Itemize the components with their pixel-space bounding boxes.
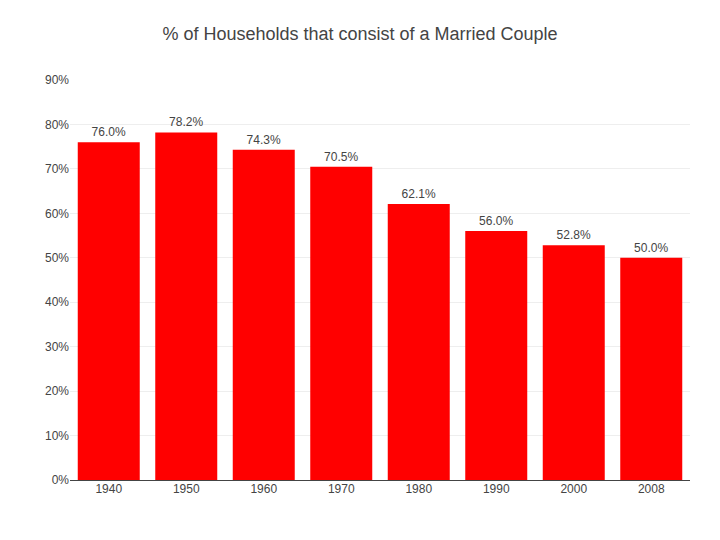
svg-text:70%: 70%	[45, 162, 69, 176]
svg-text:90%: 90%	[45, 73, 69, 87]
svg-text:10%: 10%	[45, 429, 69, 443]
svg-text:76.0%: 76.0%	[92, 125, 126, 139]
svg-text:1940: 1940	[95, 482, 122, 496]
svg-text:80%: 80%	[45, 118, 69, 132]
svg-text:1950: 1950	[173, 482, 200, 496]
svg-text:74.3%: 74.3%	[247, 133, 281, 147]
svg-text:50%: 50%	[45, 251, 69, 265]
svg-text:1980: 1980	[405, 482, 432, 496]
svg-text:1960: 1960	[250, 482, 277, 496]
svg-text:56.0%: 56.0%	[479, 214, 513, 228]
svg-text:40%: 40%	[45, 295, 69, 309]
svg-text:78.2%: 78.2%	[169, 115, 203, 129]
svg-text:% of Households that consist o: % of Households that consist of a Marrie…	[162, 24, 557, 44]
svg-text:20%: 20%	[45, 384, 69, 398]
svg-text:1990: 1990	[483, 482, 510, 496]
svg-text:1970: 1970	[328, 482, 355, 496]
svg-text:52.8%: 52.8%	[557, 228, 591, 242]
svg-text:60%: 60%	[45, 207, 69, 221]
svg-text:2008: 2008	[638, 482, 665, 496]
svg-text:62.1%: 62.1%	[402, 187, 436, 201]
svg-text:0%: 0%	[52, 473, 70, 487]
svg-text:2000: 2000	[560, 482, 587, 496]
svg-text:30%: 30%	[45, 340, 69, 354]
svg-text:50.0%: 50.0%	[634, 241, 668, 255]
svg-text:70.5%: 70.5%	[324, 150, 358, 164]
